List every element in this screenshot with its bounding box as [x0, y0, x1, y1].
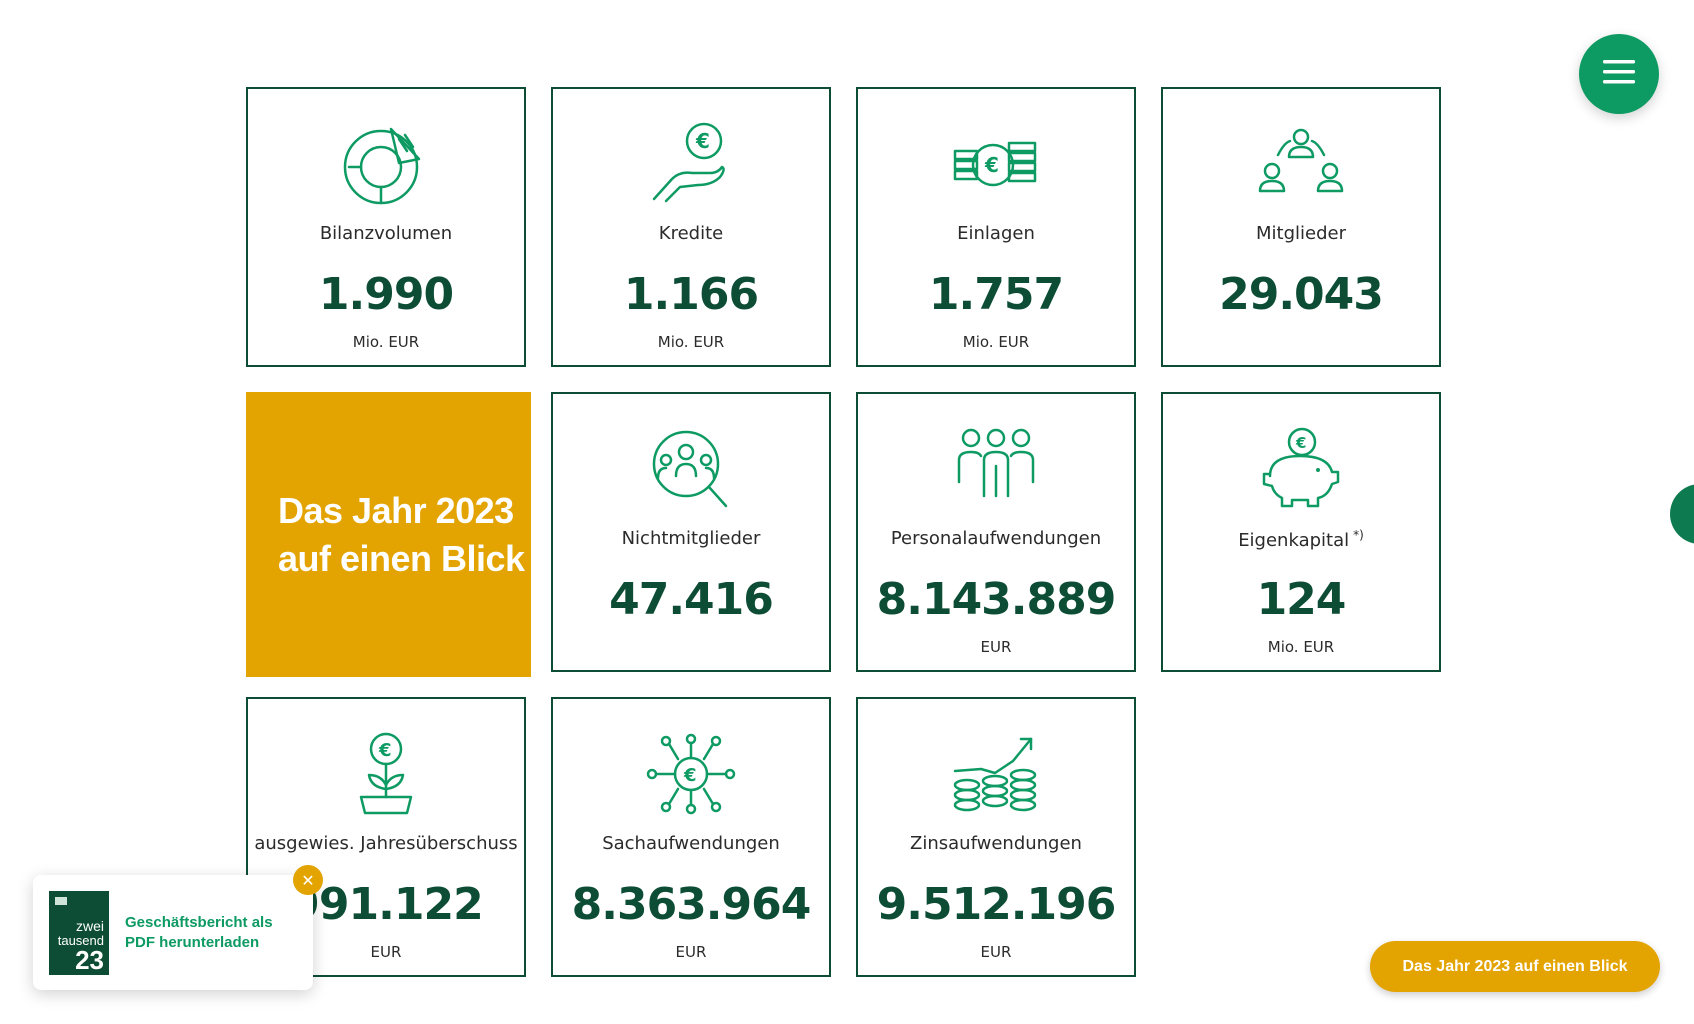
side-tab-button[interactable]	[1670, 484, 1694, 544]
tile-value: 29.043	[1219, 269, 1384, 320]
svg-text:€: €	[378, 740, 392, 761]
tile-unit: EUR	[980, 943, 1012, 961]
money-stack-icon: €	[858, 121, 1134, 207]
feature-line-1: Das Jahr 2023	[278, 490, 514, 531]
download-popup[interactable]: zwei tausend 23 Geschäftsbericht als PDF…	[33, 865, 323, 990]
tile-personalaufwendungen: Personalaufwendungen 8.143.889 EUR	[856, 392, 1136, 672]
tile-kredite: € Kredite 1.166 Mio. EUR	[551, 87, 831, 367]
logo-mark	[55, 897, 67, 905]
svg-text:€: €	[683, 765, 697, 786]
tile-value: 991.122	[289, 879, 483, 930]
cover-line-1: zwei	[75, 918, 104, 934]
tile-unit: Mio. EUR	[1267, 638, 1335, 656]
coins-growth-icon	[858, 731, 1134, 817]
tile-value: 8.143.889	[876, 574, 1117, 625]
tile-label: Personalaufwendungen	[890, 528, 1102, 549]
tile-value: 124	[1256, 574, 1347, 625]
report-cover-thumbnail: zwei tausend 23	[49, 891, 109, 975]
menu-button[interactable]	[1579, 34, 1659, 114]
cover-line-2: tausend	[57, 933, 104, 948]
hand-coin-icon: €	[553, 121, 829, 207]
tile-zinsaufwendungen: Zinsaufwendungen 9.512.196 EUR	[856, 697, 1136, 977]
tile-value: 1.166	[623, 269, 759, 320]
svg-text:€: €	[1295, 434, 1306, 452]
donut-chart-icon	[248, 121, 524, 207]
tile-label: ausgewies. Jahresüberschuss	[254, 833, 518, 854]
tile-label: Eigenkapital *)	[1163, 528, 1439, 551]
tile-label: Mitglieder	[1256, 223, 1346, 244]
tile-label: Nichtmitglieder	[621, 528, 761, 549]
tile-nichtmitglieder: Nichtmitglieder 47.416	[551, 392, 831, 672]
tile-label: Sachaufwendungen	[602, 833, 780, 854]
year-overview-button[interactable]: Das Jahr 2023 auf einen Blick	[1370, 941, 1660, 992]
magnifier-people-icon	[553, 426, 829, 512]
tile-label: Bilanzvolumen	[319, 223, 453, 244]
tile-bilanzvolumen: Bilanzvolumen 1.990 Mio. EUR	[246, 87, 526, 367]
tile-label: Einlagen	[957, 223, 1035, 244]
piggy-bank-icon: €	[1163, 426, 1439, 512]
tile-unit: EUR	[675, 943, 707, 961]
footnote-marker: *)	[1353, 528, 1364, 542]
tile-label: Zinsaufwendungen	[910, 833, 1082, 854]
close-icon[interactable]: ✕	[293, 865, 323, 895]
coin-network-icon: €	[553, 731, 829, 817]
tile-mitglieder: Mitglieder 29.043	[1161, 87, 1441, 367]
tile-unit: Mio. EUR	[352, 333, 420, 351]
tile-label: Kredite	[658, 223, 724, 244]
feature-tile[interactable]: Das Jahr 2023 auf einen Blick	[246, 392, 531, 677]
tile-value: 9.512.196	[876, 879, 1117, 930]
plant-coin-icon: €	[248, 731, 524, 817]
hamburger-icon	[1603, 59, 1635, 89]
cover-line-3: 23	[75, 945, 104, 975]
tile-unit: Mio. EUR	[657, 333, 725, 351]
tile-eigenkapital: € Eigenkapital *) 124 Mio. EUR	[1161, 392, 1441, 672]
download-link[interactable]: Geschäftsbericht als PDF herunterladen	[125, 914, 273, 951]
tile-einlagen: € Einlagen 1.757 Mio. EUR	[856, 87, 1136, 367]
tile-value: 1.990	[318, 269, 454, 320]
tile-value: 1.757	[928, 269, 1064, 320]
tile-unit: EUR	[980, 638, 1012, 656]
tile-label-text: Eigenkapital	[1238, 530, 1350, 551]
group-people-icon	[858, 426, 1134, 512]
tile-sachaufwendungen: € Sachaufwendungen 8.363.964 EUR	[551, 697, 831, 977]
tile-unit: Mio. EUR	[962, 333, 1030, 351]
tile-value: 8.363.964	[571, 879, 812, 930]
tile-unit: EUR	[370, 943, 402, 961]
tile-jahresueberschuss: € ausgewies. Jahresüberschuss 991.122 EU…	[246, 697, 526, 977]
key-figures-grid: Bilanzvolumen 1.990 Mio. EUR € Kredite 1…	[246, 87, 1446, 987]
tile-value: 47.416	[609, 574, 774, 625]
people-network-icon	[1163, 121, 1439, 207]
feature-line-2: auf einen Blick	[278, 538, 525, 579]
svg-text:€: €	[695, 129, 710, 153]
svg-text:€: €	[984, 153, 999, 177]
